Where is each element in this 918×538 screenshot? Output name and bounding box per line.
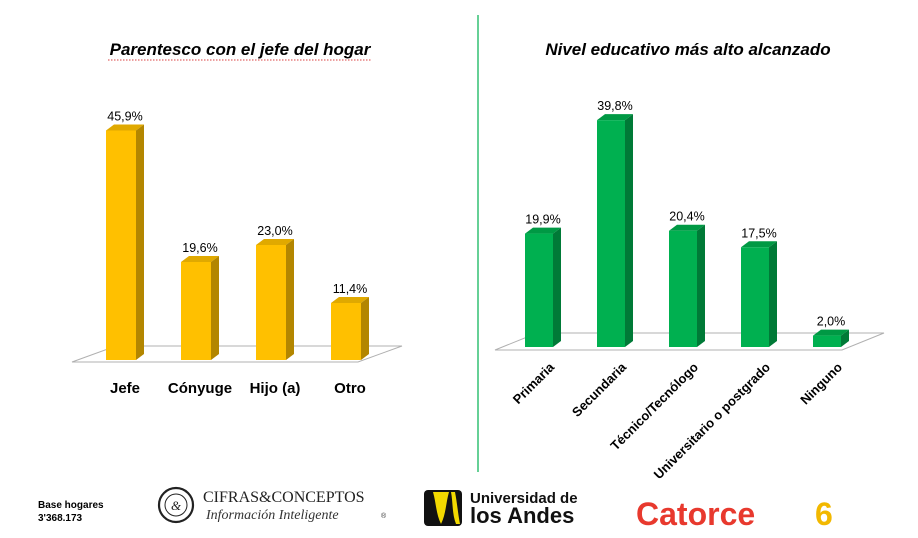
bar-top-secundaria bbox=[597, 114, 633, 121]
base-label: Base hogares bbox=[38, 500, 104, 511]
data-label-otro: 11,4% bbox=[333, 282, 368, 296]
bar-otro: 11,4% Otro bbox=[331, 282, 369, 397]
category-label-ninguno: Ninguno bbox=[797, 359, 845, 407]
cifras-name: CIFRAS&CONCEPTOS bbox=[203, 489, 365, 506]
category-label-otro: Otro bbox=[334, 380, 366, 397]
bar-side-primaria bbox=[553, 227, 561, 347]
uniandes-flame-icon bbox=[433, 492, 449, 524]
bar-side-universitario-o-postgrado bbox=[769, 241, 777, 347]
bar-top-primaria bbox=[525, 227, 561, 234]
cifras-ring-icon bbox=[157, 486, 195, 524]
bar-side-conyuge bbox=[211, 256, 219, 360]
catorce-number: 6 bbox=[815, 496, 833, 532]
cifras-tagline: Información Inteligente bbox=[205, 508, 339, 523]
registered-mark-icon: ® bbox=[381, 512, 387, 520]
bar-secundaria: 39,8% Secundaria bbox=[569, 99, 633, 420]
bar-top-ninguno bbox=[813, 329, 849, 336]
bar-top-hijo-a bbox=[256, 239, 294, 245]
bar-side-ninguno bbox=[841, 329, 849, 347]
bar-side-otro bbox=[361, 297, 369, 360]
data-label-tecnico-tecnologo: 20,4% bbox=[669, 210, 704, 224]
uniandes-line2: los Andes bbox=[470, 503, 574, 528]
base-value: 3'368.173 bbox=[38, 513, 83, 524]
bar-top-universitario-o-postgrado bbox=[741, 241, 777, 248]
uniandes-logo: Universidad de los Andes bbox=[424, 490, 578, 528]
data-label-hijo-a: 23,0% bbox=[257, 224, 292, 238]
bar-front-secundaria bbox=[597, 120, 625, 347]
bar-front-universitario-o-postgrado bbox=[741, 247, 769, 347]
data-label-conyuge: 19,6% bbox=[182, 241, 217, 255]
bar-side-secundaria bbox=[625, 114, 633, 347]
bar-front-tecnico-tecnologo bbox=[669, 230, 697, 347]
uniandes-stroke-icon bbox=[451, 492, 460, 524]
category-label-hijo-a: Hijo (a) bbox=[250, 380, 301, 397]
category-label-primaria: Primaria bbox=[510, 359, 558, 407]
chart-floor-parentesco bbox=[71, 345, 403, 363]
bar-jefe: 45,9% Jefe bbox=[106, 110, 144, 397]
footer: Base hogares 3'368.173 & CIFRAS&CONCEPTO… bbox=[38, 486, 833, 532]
bar-top-otro bbox=[331, 297, 369, 303]
chart-title-nivel-educativo: Nivel educativo más alto alcanzado bbox=[545, 40, 830, 59]
bar-top-conyuge bbox=[181, 256, 219, 262]
bar-front-jefe bbox=[106, 130, 136, 360]
chart-parentesco: Parentesco con el jefe del hogar 45,9% Je… bbox=[71, 40, 403, 397]
chart-title-parentesco: Parentesco con el jefe del hogar bbox=[110, 40, 372, 59]
bar-ninguno: 2,0% Ninguno bbox=[797, 315, 849, 407]
bar-top-tecnico-tecnologo bbox=[669, 224, 705, 231]
bar-side-jefe bbox=[136, 124, 144, 360]
cifras-mark: & bbox=[171, 498, 182, 513]
category-label-conyuge: Cónyuge bbox=[168, 380, 232, 397]
data-label-secundaria: 39,8% bbox=[597, 99, 632, 113]
data-label-primaria: 19,9% bbox=[525, 213, 560, 227]
bars-parentesco: 45,9% Jefe 19,6% Cónyuge 23,0% Hijo (a) 11,4% O… bbox=[106, 110, 369, 397]
cifras-inner-ring-icon bbox=[164, 493, 188, 517]
data-label-universitario-o-postgrado: 17,5% bbox=[741, 226, 776, 240]
category-label-universitario-o-postgrado: Universitario o postgrado bbox=[651, 359, 774, 482]
bar-front-otro bbox=[331, 303, 361, 360]
bar-side-tecnico-tecnologo bbox=[697, 224, 705, 347]
bar-front-hijo-a bbox=[256, 245, 286, 360]
cifras-conceptos-logo: & CIFRAS&CONCEPTOS Información Inteligen… bbox=[157, 486, 387, 524]
bar-primaria: 19,9% Primaria bbox=[510, 213, 561, 407]
data-label-jefe: 45,9% bbox=[107, 110, 142, 124]
bar-top-jefe bbox=[106, 124, 144, 131]
category-label-secundaria: Secundaria bbox=[569, 359, 630, 420]
bar-front-primaria bbox=[525, 233, 553, 347]
bars-nivel-educativo: 19,9%Primaria39,8%Secundaria20,4%Técnico… bbox=[510, 99, 849, 482]
chart-nivel-educativo: Nivel educativo más alto alcanzado 19,9%… bbox=[494, 40, 885, 482]
bar-side-hijo-a bbox=[286, 239, 294, 360]
catorce-wordmark: Catorce bbox=[636, 496, 755, 532]
bar-front-ninguno bbox=[813, 335, 841, 347]
data-label-ninguno: 2,0% bbox=[817, 315, 846, 329]
uniandes-line1: Universidad de bbox=[470, 490, 578, 507]
bar-front-conyuge bbox=[181, 262, 211, 360]
bar-conyuge: 19,6% Cónyuge bbox=[168, 241, 232, 397]
category-label-jefe: Jefe bbox=[110, 380, 140, 397]
catorce6-logo: Catorce 6 bbox=[636, 496, 833, 532]
bar-hijo-a: 23,0% Hijo (a) bbox=[250, 224, 301, 397]
